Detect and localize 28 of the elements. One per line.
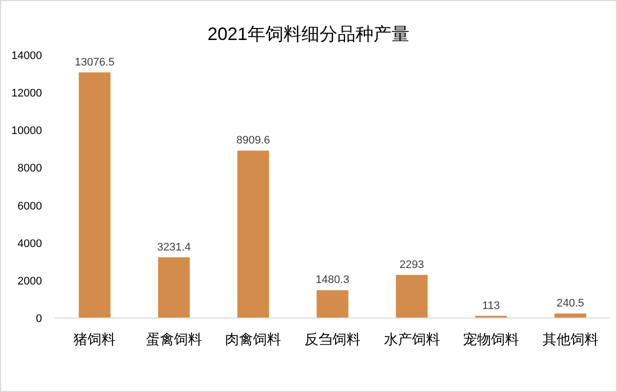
bar xyxy=(316,290,348,318)
y-tick-label: 2000 xyxy=(18,275,42,288)
x-tick-label: 宠物饲料 xyxy=(463,331,520,347)
y-tick-label: 6000 xyxy=(18,200,42,212)
y-tick-label: 14000 xyxy=(11,50,42,62)
y-tick-label: 0 xyxy=(36,313,42,325)
x-tick-label: 反刍饲料 xyxy=(304,331,360,347)
data-label: 13076.5 xyxy=(74,56,115,68)
y-tick-label: 8000 xyxy=(18,162,42,175)
x-tick-label: 蛋禽饲料 xyxy=(146,331,202,347)
data-label: 240.5 xyxy=(556,297,584,310)
data-label: 2293 xyxy=(400,258,424,271)
data-label: 8909.6 xyxy=(236,134,270,147)
bar xyxy=(396,274,428,318)
bar xyxy=(78,72,110,318)
bar xyxy=(237,150,270,318)
chart-title: 2021年饲料细分品种产量 xyxy=(207,24,410,44)
y-tick-label: 10000 xyxy=(11,125,42,138)
data-label: 3231.4 xyxy=(157,241,191,254)
y-tick-label: 12000 xyxy=(11,88,42,100)
x-tick-label: 水产饲料 xyxy=(384,331,440,347)
data-label: 1480.3 xyxy=(316,274,350,286)
bar xyxy=(158,257,190,318)
x-tick-label: 猪饲料 xyxy=(74,331,116,347)
x-tick-label: 其他饲料 xyxy=(542,331,598,347)
x-tick-label: 肉禽饲料 xyxy=(225,331,282,347)
data-label: 113 xyxy=(482,300,500,312)
y-tick-label: 4000 xyxy=(18,238,42,250)
